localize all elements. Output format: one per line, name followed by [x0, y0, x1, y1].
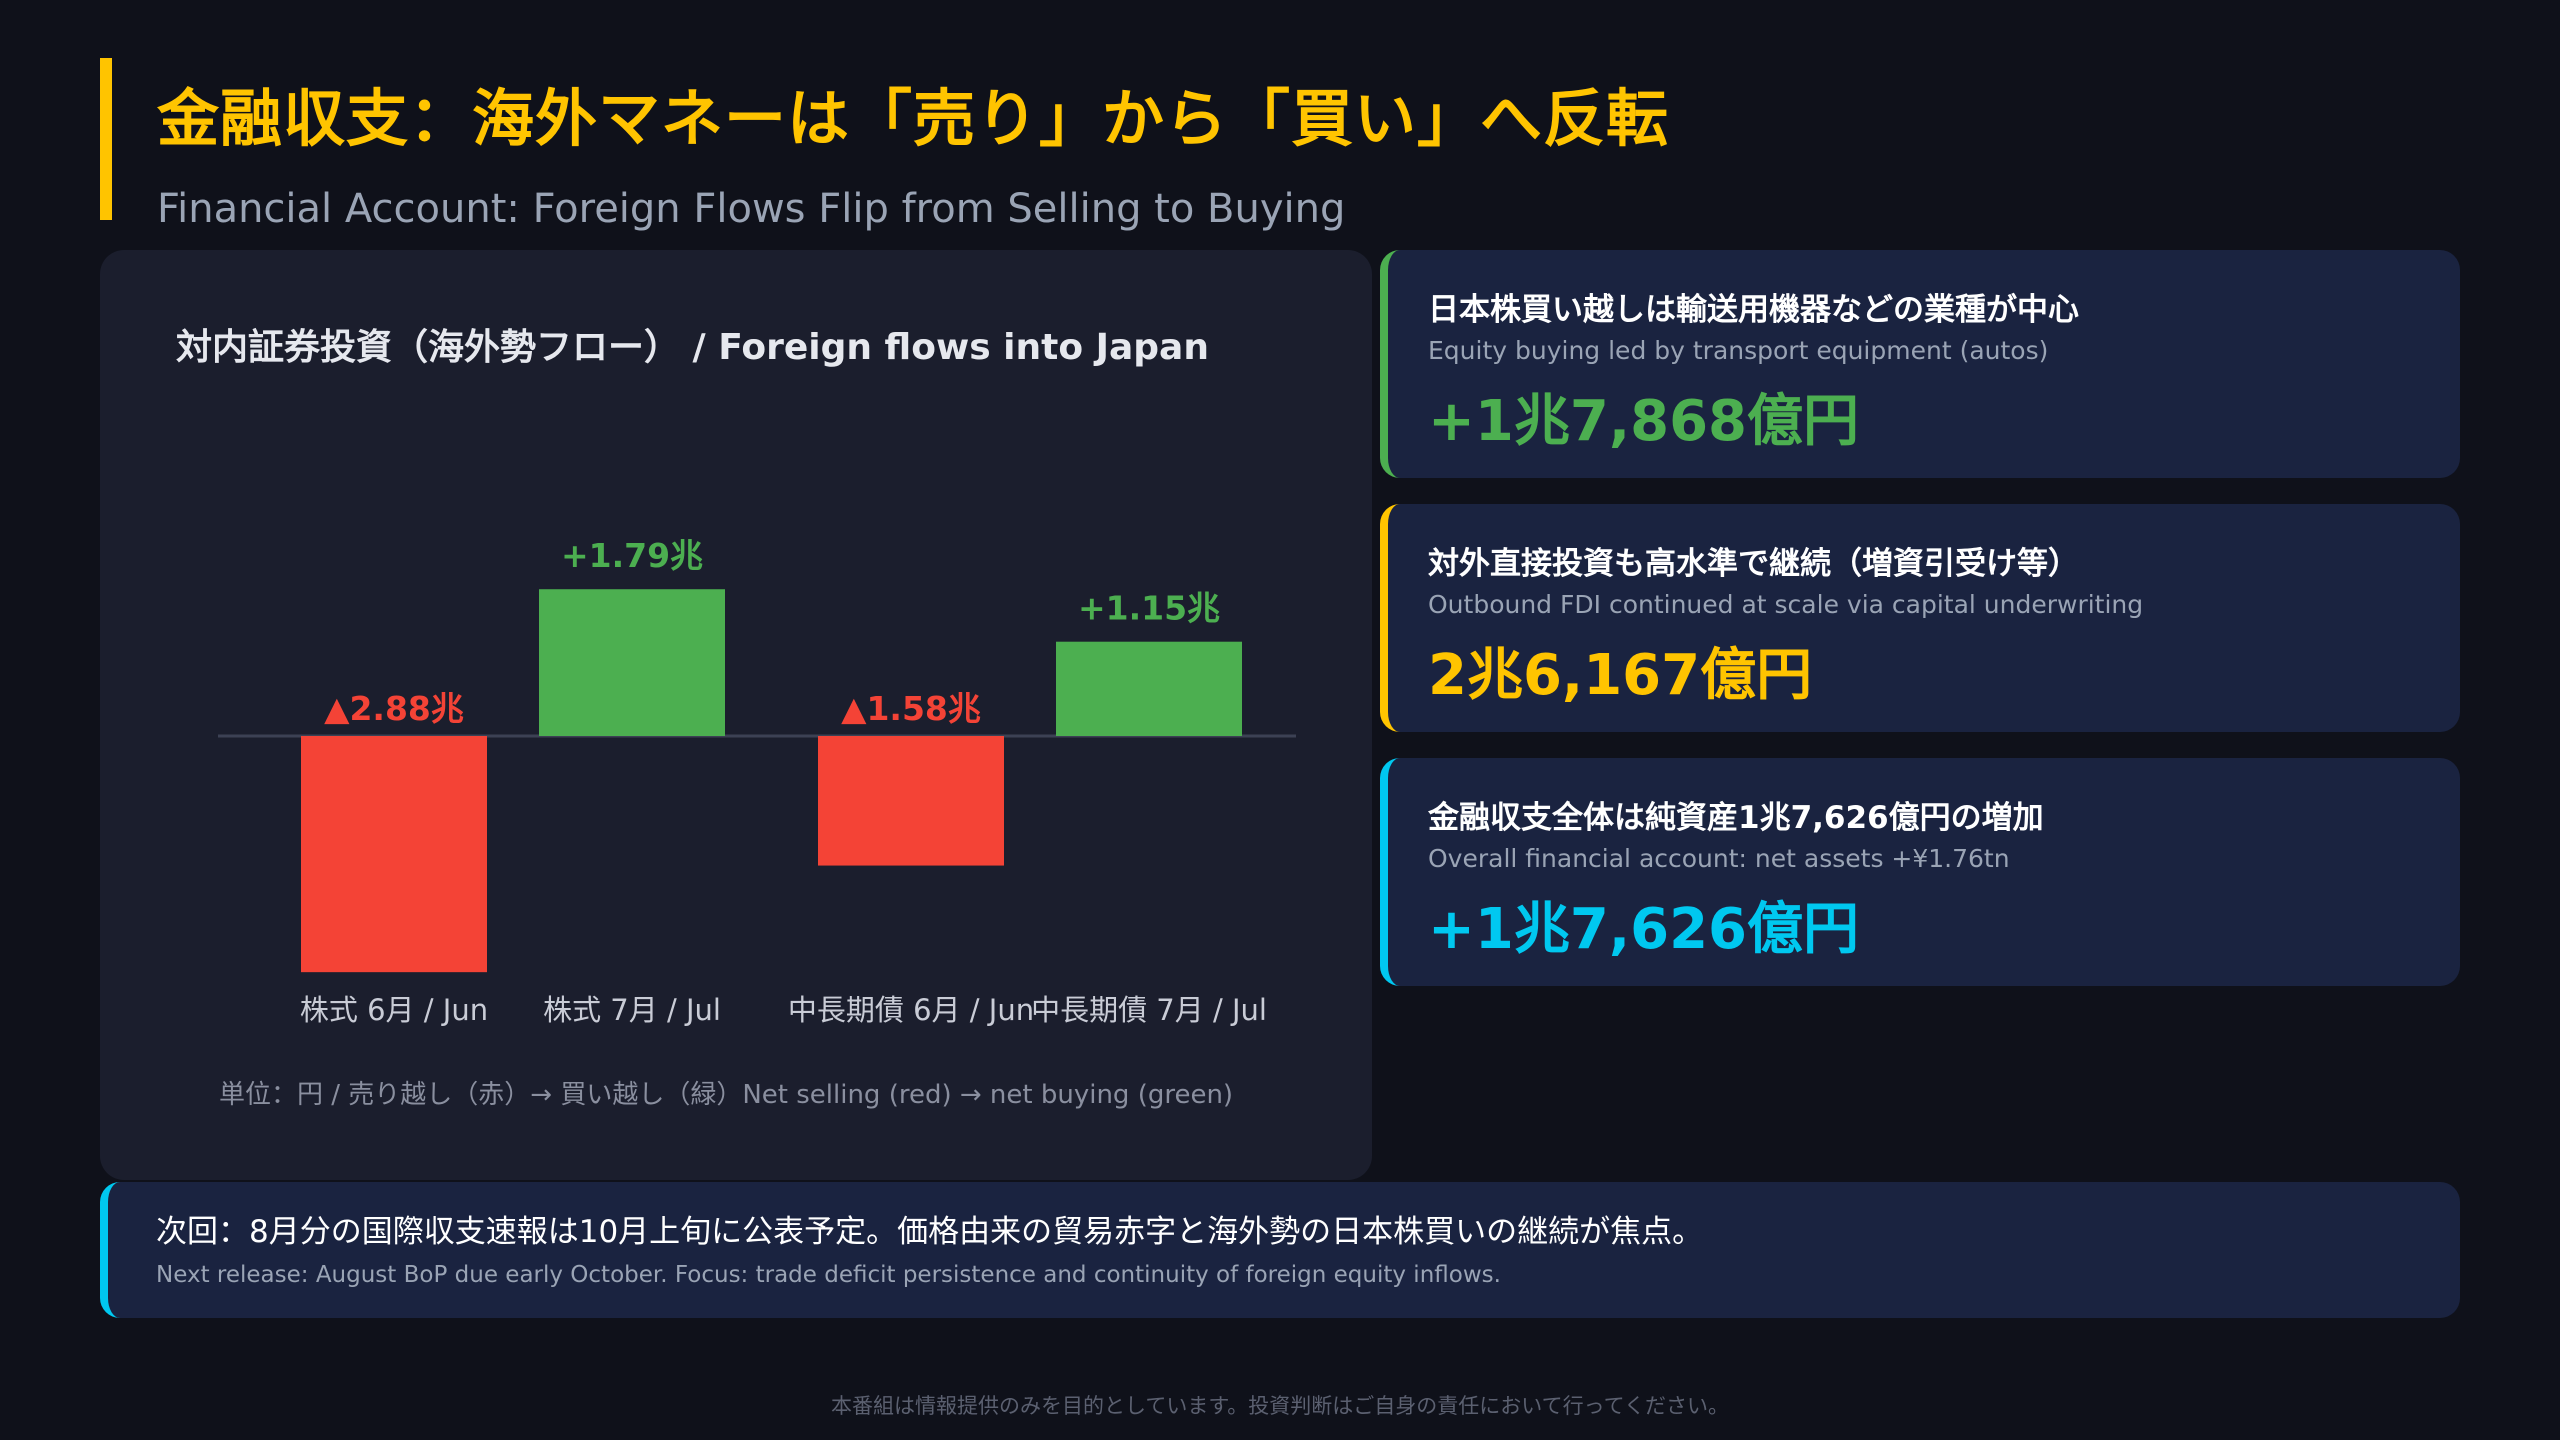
card-title-en: Overall financial account: net assets +¥… — [1428, 844, 2010, 873]
category-label-1: 株式 7月 / Jul — [543, 993, 721, 1027]
bar-0 — [301, 736, 487, 973]
next-release-note: 次回：8月分の国際収支速報は10月上旬に公表予定。価格由来の貿易赤字と海外勢の日… — [100, 1182, 2460, 1318]
data-label-0: ▲2.88兆 — [324, 689, 464, 728]
chart-panel: 対内証券投資（海外勢フロー） / Foreign flows into Japa… — [100, 250, 1372, 1180]
chart-unit-note: 単位：円 / 売り越し（赤）→ 買い越し（緑）Net selling (red)… — [219, 1080, 1234, 1110]
card-title-jp: 日本株買い越しは輸送用機器などの業種が中心 — [1428, 292, 2079, 328]
data-label-3: +1.15兆 — [1078, 589, 1220, 628]
card-title-en: Equity buying led by transport equipment… — [1428, 336, 2049, 365]
data-label-1: +1.79兆 — [561, 536, 703, 575]
card-value: +1兆7,626億円 — [1428, 897, 1860, 962]
page-title: 金融収支：海外マネーは「売り」から「買い」へ反転 — [157, 82, 1670, 155]
next-release-jp: 次回：8月分の国際収支速報は10月上旬に公表予定。価格由来の貿易赤字と海外勢の日… — [156, 1214, 1704, 1250]
next-release-en: Next release: August BoP due early Octob… — [156, 1262, 1501, 1288]
disclaimer: 本番組は情報提供のみを目的としています。投資判断はご自身の責任において行ってくだ… — [831, 1394, 1729, 1418]
card-value: +1兆7,868億円 — [1428, 389, 1860, 454]
data-label-2: ▲1.58兆 — [841, 689, 981, 728]
page-subtitle: Financial Account: Foreign Flows Flip fr… — [157, 186, 1346, 232]
category-label-2: 中長期債 6月 / Jun — [788, 993, 1034, 1027]
bar-1 — [539, 589, 725, 736]
card-value: 2兆6,167億円 — [1428, 643, 1813, 708]
card-equity-buying: 日本株買い越しは輸送用機器などの業種が中心 Equity buying led … — [1380, 250, 2460, 478]
card-title-jp: 対外直接投資も高水準で継続（増資引受け等） — [1428, 546, 2079, 582]
category-label-0: 株式 6月 / Jun — [300, 993, 488, 1027]
card-outbound-fdi: 対外直接投資も高水準で継続（増資引受け等） Outbound FDI conti… — [1380, 504, 2460, 732]
chart-title: 対内証券投資（海外勢フロー） / Foreign flows into Japa… — [176, 327, 1209, 368]
card-title-jp: 金融収支全体は純資産1兆7,626億円の増加 — [1428, 800, 2044, 836]
card-financial-account: 金融収支全体は純資産1兆7,626億円の増加 Overall financial… — [1380, 758, 2460, 986]
header: 金融収支：海外マネーは「売り」から「買い」へ反転 Financial Accou… — [100, 58, 1670, 232]
bar-3 — [1056, 641, 1242, 736]
bar-2 — [818, 736, 1004, 866]
category-label-3: 中長期債 7月 / Jul — [1031, 993, 1267, 1027]
card-title-en: Outbound FDI continued at scale via capi… — [1428, 590, 2144, 619]
